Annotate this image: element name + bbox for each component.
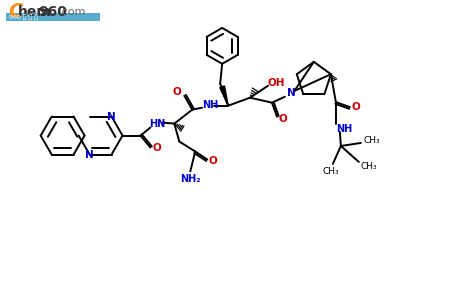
Text: CH₃: CH₃: [323, 167, 339, 176]
Text: C: C: [8, 3, 22, 21]
Text: HN: HN: [149, 119, 165, 129]
Text: CH₃: CH₃: [360, 162, 377, 171]
Text: N: N: [287, 88, 295, 98]
Text: CH₃: CH₃: [364, 137, 380, 145]
Text: 960 化 工 网: 960 化 工 网: [9, 14, 38, 20]
Text: O: O: [351, 102, 360, 112]
Text: N: N: [85, 149, 94, 160]
Text: O: O: [279, 114, 287, 124]
Text: NH: NH: [336, 124, 352, 134]
Text: .com: .com: [59, 7, 86, 17]
Text: O: O: [209, 156, 218, 166]
Text: O: O: [152, 142, 161, 153]
Text: NH: NH: [202, 100, 219, 110]
Text: N: N: [107, 112, 116, 122]
Text: hem: hem: [18, 5, 52, 19]
Polygon shape: [220, 86, 228, 106]
Text: OH: OH: [267, 78, 285, 88]
Text: O: O: [173, 87, 182, 97]
Text: 960: 960: [39, 5, 68, 19]
Bar: [6, 13, 100, 21]
Text: NH₂: NH₂: [180, 174, 201, 184]
